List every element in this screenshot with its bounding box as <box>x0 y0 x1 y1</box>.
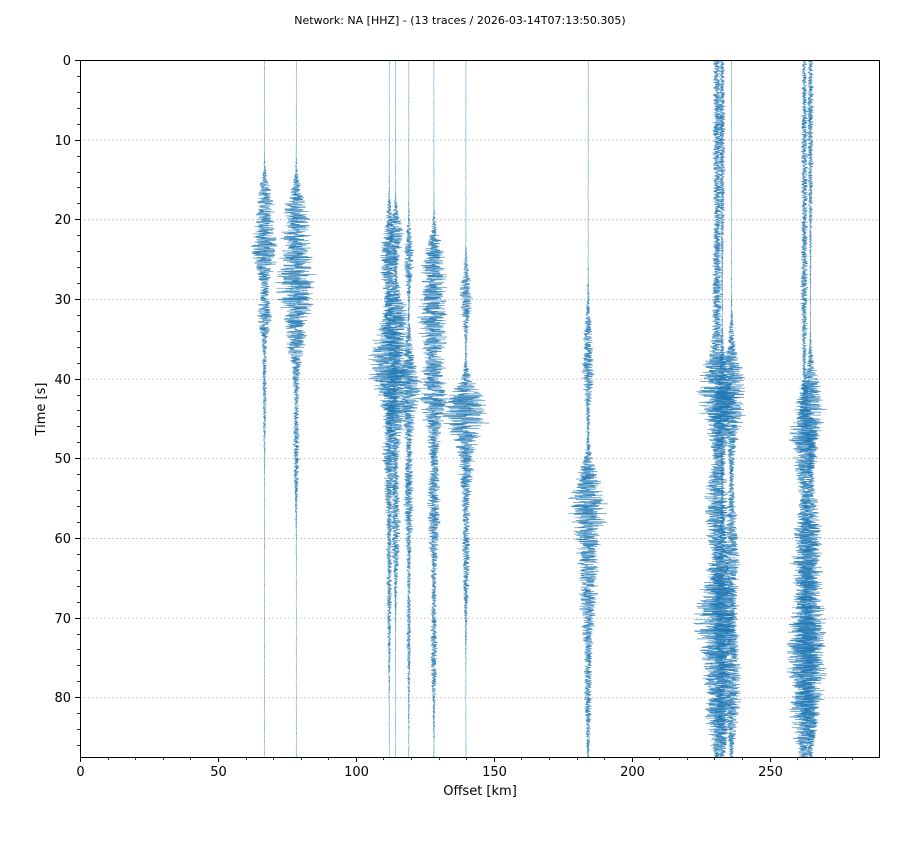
x-axis: 0 50 100 150 200 250 <box>76 757 853 780</box>
seismic-trace <box>786 60 823 757</box>
y-tick-label: 0 <box>63 54 71 69</box>
y-tick-label: 60 <box>54 532 71 547</box>
x-axis-label: Offset [km] <box>443 784 517 799</box>
x-tick-label: 0 <box>76 765 84 780</box>
x-tick-label: 150 <box>482 765 507 780</box>
seismic-trace <box>693 60 740 757</box>
plot-frame <box>80 60 880 758</box>
y-tick-label: 80 <box>54 691 71 706</box>
seismic-trace <box>791 60 827 757</box>
seismic-trace <box>567 60 608 757</box>
x-tick-label: 200 <box>620 765 645 780</box>
seismic-trace <box>250 60 278 757</box>
y-tick-label: 20 <box>54 213 71 228</box>
seismic-trace <box>441 60 490 757</box>
seismic-trace <box>275 60 317 757</box>
seismic-trace <box>709 60 735 757</box>
x-tick-label: 250 <box>758 765 783 780</box>
seismic-trace <box>715 60 746 757</box>
traces-layer <box>250 60 827 757</box>
x-tick-label: 50 <box>210 765 227 780</box>
chart-title: Network: NA [HHZ] - (13 traces / 2026-03… <box>294 14 625 27</box>
y-axis-label: Time [s] <box>34 383 49 437</box>
y-tick-label: 10 <box>54 134 71 149</box>
y-tick-label: 40 <box>54 373 71 388</box>
seismic-trace <box>395 60 422 757</box>
y-tick-label: 30 <box>54 293 71 308</box>
x-tick-label: 100 <box>344 765 369 780</box>
y-tick-label: 70 <box>54 612 71 627</box>
seismic-trace <box>380 60 410 757</box>
y-axis: 0 10 20 30 40 50 60 70 80 <box>54 54 80 746</box>
seismic-trace <box>417 60 449 757</box>
grid-layer <box>80 60 880 699</box>
y-tick-label: 50 <box>54 452 71 467</box>
